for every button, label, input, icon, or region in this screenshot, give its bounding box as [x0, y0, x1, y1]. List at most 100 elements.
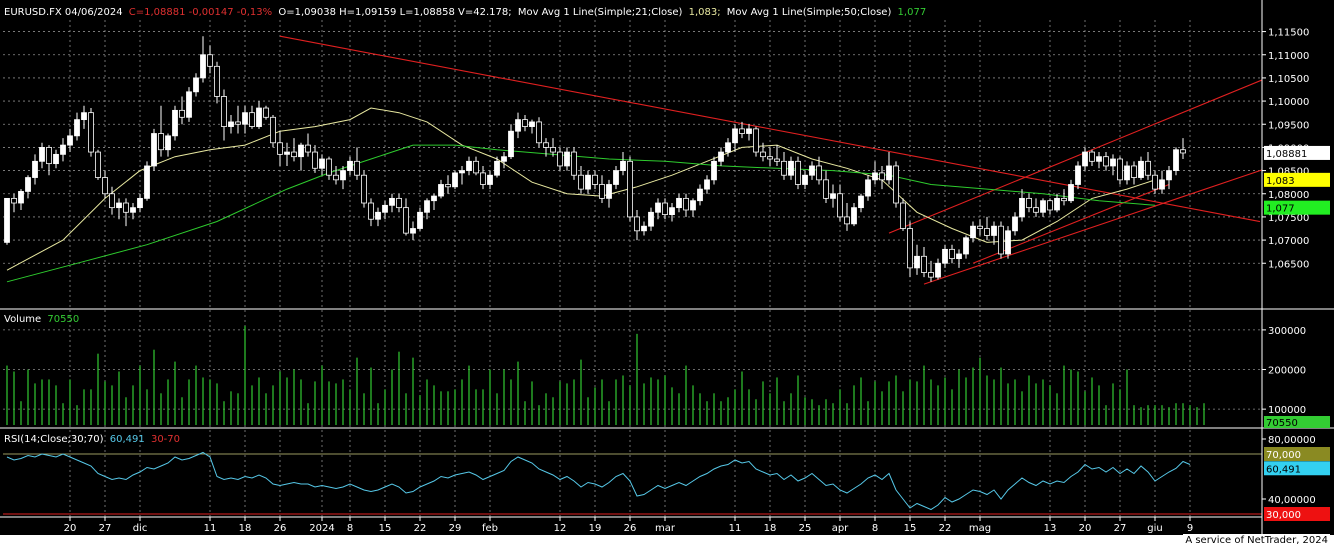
- candle-body: [963, 237, 969, 255]
- candle-body: [235, 121, 241, 125]
- candle-body: [417, 211, 423, 229]
- candle-body: [886, 165, 892, 181]
- candle-body: [956, 253, 962, 260]
- candle: [284, 142, 290, 166]
- candle: [1110, 154, 1116, 176]
- ma50-last-box: [1264, 200, 1330, 215]
- candle-body: [487, 174, 493, 185]
- candle-body: [410, 228, 416, 234]
- candle: [837, 184, 843, 222]
- candle-body: [851, 207, 857, 225]
- candle-body: [249, 112, 255, 127]
- candle-body: [550, 147, 556, 153]
- volume-last-label: 70550: [1266, 418, 1298, 429]
- candle-body: [802, 174, 808, 185]
- candle-body: [942, 248, 948, 264]
- candle-body: [879, 172, 885, 181]
- candle: [473, 156, 479, 176]
- candle: [655, 198, 661, 220]
- symbol-date: EURUSD.FX 04/06/2024: [4, 7, 123, 18]
- rsi-label: RSI(14;Close;30;70): [4, 434, 104, 445]
- candle: [991, 221, 997, 245]
- candle-body: [1138, 160, 1144, 178]
- candle: [830, 184, 836, 208]
- candle-body: [88, 112, 94, 153]
- x-tick-label: 12: [554, 523, 567, 534]
- candle: [711, 156, 717, 185]
- candle: [410, 221, 416, 241]
- candle-body: [291, 151, 297, 158]
- x-tick-label: 9: [1187, 523, 1193, 534]
- candle: [263, 105, 269, 120]
- candle-body: [557, 151, 563, 167]
- candle: [431, 193, 437, 210]
- candle: [1180, 138, 1186, 159]
- candle: [578, 165, 584, 194]
- candle-body: [67, 135, 73, 146]
- candle: [235, 105, 241, 134]
- candle: [564, 147, 570, 171]
- candle: [1033, 198, 1039, 217]
- candle-body: [907, 228, 913, 269]
- candle: [452, 170, 458, 190]
- candle-body: [669, 207, 675, 215]
- price-header: EURUSD.FX 04/06/2024 C=1,08881 -0,00147 …: [4, 7, 926, 18]
- y-tick-label: 1,09500: [1268, 120, 1309, 131]
- candle: [970, 221, 976, 243]
- candle-body: [1082, 151, 1088, 167]
- candle-body: [74, 119, 80, 137]
- candle: [949, 244, 955, 264]
- candle: [1054, 193, 1060, 213]
- candle-body: [781, 160, 787, 176]
- candle-body: [648, 211, 654, 227]
- candle-body: [690, 200, 696, 211]
- candle-body: [1117, 158, 1123, 181]
- x-tick-label: dic: [133, 523, 148, 534]
- trendline: [888, 79, 1262, 234]
- candle-body: [795, 160, 801, 185]
- candle: [88, 108, 94, 157]
- y-tick-label: 1,07000: [1268, 236, 1309, 247]
- candle-body: [375, 211, 381, 220]
- candle-body: [319, 158, 325, 169]
- y-tick-label: 80,00000: [1268, 435, 1316, 446]
- candle-body: [473, 160, 479, 174]
- candle: [1159, 170, 1165, 194]
- candle-body: [459, 170, 465, 174]
- x-tick-label: 8: [347, 523, 353, 534]
- candle: [46, 145, 52, 176]
- rsi-line: [6, 451, 1191, 511]
- candle: [634, 209, 640, 241]
- candle: [165, 133, 171, 157]
- candle-body: [1089, 151, 1095, 162]
- x-tick-label: feb: [482, 523, 498, 534]
- x-tick-label: 26: [624, 523, 637, 534]
- candle-body: [522, 119, 528, 127]
- candle: [214, 61, 220, 104]
- candle: [368, 198, 374, 227]
- candle-body: [200, 54, 206, 79]
- candle-body: [263, 107, 269, 118]
- candle-body: [1110, 158, 1116, 167]
- candle: [1117, 156, 1123, 185]
- candle: [480, 165, 486, 190]
- candle: [1019, 189, 1025, 222]
- candle-body: [452, 172, 458, 188]
- candle-body: [501, 156, 507, 162]
- candle: [459, 165, 465, 185]
- candle-body: [172, 109, 178, 137]
- ma50-value: 1,077: [898, 7, 927, 18]
- trendline: [923, 169, 1262, 285]
- y-tick-label: 100000: [1268, 405, 1306, 416]
- candle: [921, 247, 927, 278]
- candle: [963, 235, 969, 259]
- x-tick-label: 19: [589, 523, 602, 534]
- candle: [340, 165, 346, 190]
- ma21-last-box: [1264, 172, 1330, 187]
- candle-body: [1145, 160, 1151, 176]
- y-tick-label: 300000: [1268, 326, 1306, 337]
- change-text: C=1,08881 -0,00147 -0,13%: [129, 7, 272, 18]
- ma21-last-label: 1,083: [1266, 176, 1295, 187]
- candle-body: [578, 174, 584, 190]
- candle: [256, 101, 262, 129]
